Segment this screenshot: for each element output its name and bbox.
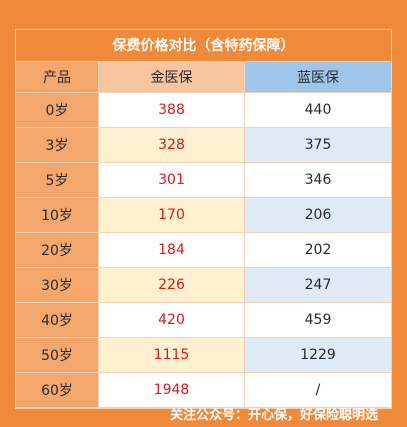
gold-price-cell: 301 <box>99 163 245 198</box>
header-blue-insurance: 蓝医保 <box>245 62 391 93</box>
table-title: 保费价格对比（含特药保障） <box>16 30 391 62</box>
blue-price-cell: 247 <box>245 268 391 303</box>
gold-price-cell: 388 <box>99 93 245 128</box>
blue-price-cell: / <box>245 373 391 408</box>
blue-price-cell: 459 <box>245 303 391 338</box>
gold-price-cell: 226 <box>99 268 245 303</box>
row-age-cell: 3岁 <box>16 128 99 163</box>
table-grid: 产品 金医保 蓝医保 0岁 388 440 3岁 328 375 5岁 301 … <box>16 62 391 408</box>
row-age-cell: 5岁 <box>16 163 99 198</box>
gold-price-cell: 1115 <box>99 338 245 373</box>
header-product: 产品 <box>16 62 99 93</box>
row-age-cell: 10岁 <box>16 198 99 233</box>
header-gold-insurance: 金医保 <box>99 62 245 93</box>
blue-price-cell: 346 <box>245 163 391 198</box>
blue-price-cell: 206 <box>245 198 391 233</box>
row-age-cell: 50岁 <box>16 338 99 373</box>
gold-price-cell: 1948 <box>99 373 245 408</box>
gold-price-cell: 328 <box>99 128 245 163</box>
row-age-cell: 40岁 <box>16 303 99 338</box>
comparison-table: 保费价格对比（含特药保障） 产品 金医保 蓝医保 0岁 388 440 3岁 3… <box>15 29 392 409</box>
blue-price-cell: 440 <box>245 93 391 128</box>
row-age-cell: 20岁 <box>16 233 99 268</box>
gold-price-cell: 420 <box>99 303 245 338</box>
row-age-cell: 0岁 <box>16 93 99 128</box>
gold-price-cell: 170 <box>99 198 245 233</box>
blue-price-cell: 1229 <box>245 338 391 373</box>
blue-price-cell: 202 <box>245 233 391 268</box>
blue-price-cell: 375 <box>245 128 391 163</box>
footer-promotion-text: 关注公众号：开心保，好保险聪明选 <box>169 408 378 423</box>
row-age-cell: 30岁 <box>16 268 99 303</box>
row-age-cell: 60岁 <box>16 373 99 408</box>
gold-price-cell: 184 <box>99 233 245 268</box>
